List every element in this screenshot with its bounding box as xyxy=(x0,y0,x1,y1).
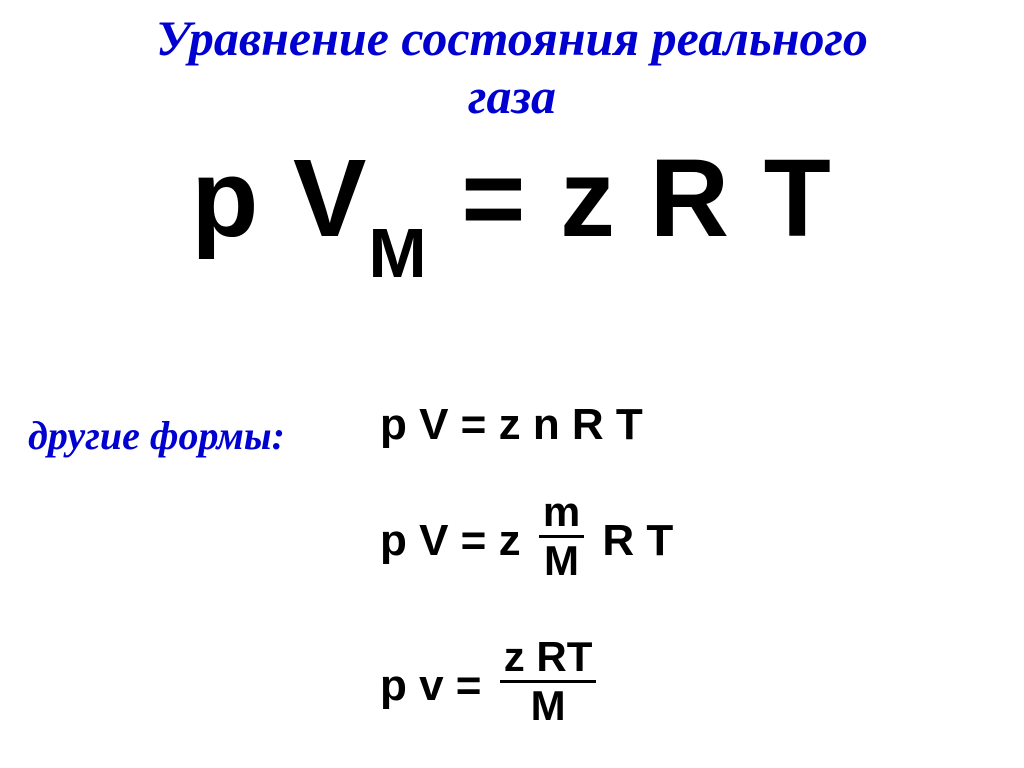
other-forms-label: другие формы: xyxy=(28,412,285,459)
equation-1: p V = z n R T xyxy=(380,400,643,450)
eq2-right: R T xyxy=(602,516,673,566)
slide-title: Уравнение состояния реального газа xyxy=(0,10,1024,125)
eq3-denominator: M xyxy=(500,680,597,727)
main-eq-right: = z R T xyxy=(429,137,833,260)
main-equation: p VM = z R T xyxy=(0,135,1024,275)
equation-3: p v = z RT M xyxy=(380,640,602,731)
equation-2: p V = z m M R T xyxy=(380,495,673,586)
main-eq-subscript: M xyxy=(368,214,428,292)
title-line-2: газа xyxy=(468,68,556,124)
main-eq-space xyxy=(260,137,293,260)
eq2-fraction: m M xyxy=(539,491,584,582)
eq2-left: p V = z xyxy=(380,516,521,566)
main-eq-p: p xyxy=(191,137,260,260)
title-line-1: Уравнение состояния реального xyxy=(156,10,868,66)
main-eq-v: V xyxy=(293,137,368,260)
eq3-left: p v = xyxy=(380,661,482,711)
eq2-numerator: m xyxy=(539,491,584,535)
eq3-numerator: z RT xyxy=(500,636,597,680)
eq3-fraction: z RT M xyxy=(500,636,597,727)
slide-container: Уравнение состояния реального газа p VM … xyxy=(0,0,1024,768)
eq2-denominator: M xyxy=(539,535,584,582)
